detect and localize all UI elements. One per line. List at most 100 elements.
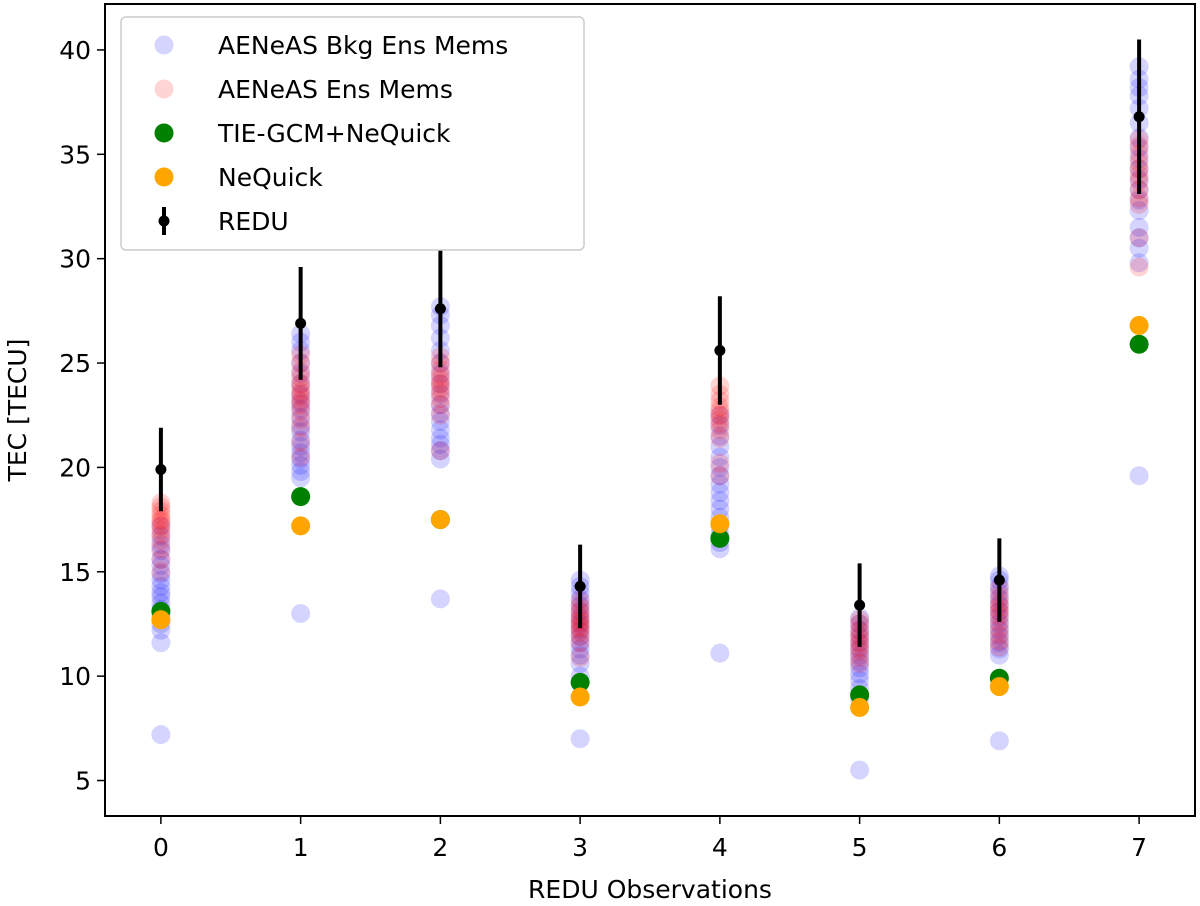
data-point	[1129, 194, 1149, 214]
legend: AENeAS Bkg Ens Mems AENeAS Ens Mems TIE-GC…	[120, 16, 585, 251]
data-point	[430, 378, 450, 398]
data-point	[291, 516, 311, 536]
data-point	[989, 645, 1009, 665]
data-point	[570, 626, 590, 646]
data-point	[291, 432, 311, 452]
legend-marker-icon	[154, 167, 174, 187]
legend-marker-icon	[154, 35, 174, 55]
y-tick-label: 25	[59, 349, 91, 378]
data-point	[151, 539, 171, 559]
data-point	[430, 411, 450, 431]
x-tick-label: 0	[153, 833, 169, 862]
data-point	[1129, 466, 1149, 486]
data-point	[1129, 188, 1149, 208]
data-point	[430, 589, 450, 609]
data-point	[1129, 334, 1149, 354]
data-point	[989, 618, 1009, 638]
redu-point	[714, 345, 726, 357]
data-point	[291, 401, 311, 421]
data-point	[710, 453, 730, 473]
data-point	[291, 437, 311, 457]
data-point	[1129, 228, 1149, 248]
data-point	[291, 378, 311, 398]
data-point	[291, 449, 311, 469]
data-point	[570, 687, 590, 707]
legend-marker-icon	[154, 123, 174, 143]
x-tick-label: 4	[712, 833, 728, 862]
data-point	[291, 374, 311, 394]
legend-item-ens: AENeAS Ens Mems	[154, 75, 453, 104]
data-point	[151, 570, 171, 590]
data-point	[151, 535, 171, 555]
data-point	[850, 654, 870, 674]
data-point	[710, 643, 730, 663]
data-point	[850, 645, 870, 665]
redu-point	[434, 303, 446, 315]
data-point	[291, 382, 311, 402]
data-point	[710, 447, 730, 467]
data-point	[291, 443, 311, 463]
data-point	[850, 658, 870, 678]
data-point	[570, 622, 590, 642]
data-point	[710, 491, 730, 511]
data-point	[850, 664, 870, 684]
data-point	[1129, 257, 1149, 277]
data-point	[291, 407, 311, 427]
data-point	[989, 624, 1009, 644]
data-point	[151, 564, 171, 584]
data-point	[1129, 217, 1149, 237]
series-1	[151, 130, 1149, 674]
data-point	[151, 516, 171, 536]
x-tick-label: 3	[572, 833, 588, 862]
data-point	[430, 389, 450, 409]
data-point	[430, 366, 450, 386]
data-point	[850, 670, 870, 690]
data-point	[850, 647, 870, 667]
data-point	[710, 457, 730, 477]
y-tick-label: 30	[59, 245, 91, 274]
legend-item-neq: NeQuick	[154, 163, 323, 192]
y-tick-label: 40	[59, 36, 91, 65]
data-point	[151, 583, 171, 603]
data-point	[291, 468, 311, 488]
data-point	[430, 449, 450, 469]
data-point	[430, 395, 450, 415]
data-point	[710, 397, 730, 417]
redu-point	[295, 317, 307, 329]
legend-label: REDU	[218, 207, 289, 236]
legend-item-bkg: AENeAS Bkg Ens Mems	[154, 31, 508, 60]
data-point	[291, 416, 311, 436]
data-point	[430, 434, 450, 454]
data-point	[1129, 228, 1149, 248]
data-point	[1129, 201, 1149, 221]
data-point	[430, 420, 450, 440]
redu-point	[155, 463, 167, 475]
data-point	[430, 374, 450, 394]
data-point	[430, 359, 450, 379]
data-point	[291, 418, 311, 438]
x-tick-label: 5	[852, 833, 868, 862]
data-point	[151, 505, 171, 525]
legend-label: NeQuick	[218, 163, 323, 192]
x-axis-label: REDU Observations	[528, 875, 772, 904]
data-point	[151, 541, 171, 561]
data-point	[710, 414, 730, 434]
data-point	[989, 677, 1009, 697]
data-point	[430, 363, 450, 383]
x-tick-label: 2	[432, 833, 448, 862]
y-tick-label: 10	[59, 662, 91, 691]
data-point	[151, 526, 171, 546]
data-point	[570, 626, 590, 646]
legend-box	[120, 16, 585, 251]
data-point	[151, 516, 171, 536]
data-point	[989, 626, 1009, 646]
legend-marker-icon	[154, 79, 174, 99]
data-point	[291, 604, 311, 624]
redu-point	[854, 599, 866, 611]
data-point	[291, 384, 311, 404]
data-point	[989, 731, 1009, 751]
redu-point	[1133, 111, 1145, 123]
series-3	[151, 315, 1149, 717]
data-point	[151, 549, 171, 569]
data-point	[430, 374, 450, 394]
